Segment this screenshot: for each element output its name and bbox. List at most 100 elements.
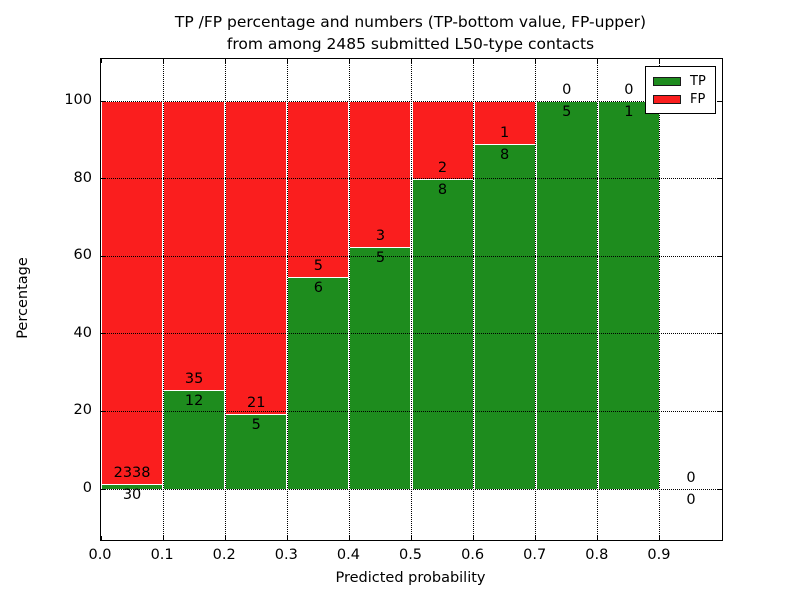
fp-count-label: 35 (184, 370, 204, 387)
v-gridline (286, 59, 288, 540)
v-gridline (473, 59, 475, 540)
tp-count-label: 6 (313, 280, 323, 297)
v-gridline (597, 59, 599, 540)
y-tick-mark (101, 178, 105, 180)
y-tick-mark (101, 410, 105, 412)
x-tick-mark (100, 536, 102, 540)
legend-swatch-tp (653, 76, 681, 86)
x-tick-mark (597, 536, 599, 540)
tp-bar-segment (101, 484, 164, 489)
fp-bar-segment (473, 101, 536, 145)
fp-bar-segment (101, 101, 164, 485)
fp-bar-segment (287, 101, 350, 278)
chart-title-line1: TP /FP percentage and numbers (TP-bottom… (174, 13, 647, 31)
tp-bar-segment (597, 101, 660, 489)
x-tick-mark (411, 536, 412, 540)
fp-count-label: 0 (624, 82, 634, 98)
fp-count-label: 0 (686, 470, 696, 486)
y-tick-mark-right (718, 255, 722, 257)
y-tick-mark (101, 100, 105, 102)
plot-area: 2338 30 35 12 21 5 5 6 3 5 2 8 1 8 0 5 0 1 0 0 TP FP (100, 58, 723, 541)
y-tick-label: 60 (73, 247, 92, 264)
tp-count-label: 5 (251, 417, 261, 434)
x-tick-mark-top (411, 59, 412, 63)
tp-bar-segment (163, 389, 226, 489)
tp-bar-segment (287, 277, 350, 489)
tp-bar-segment (535, 101, 598, 489)
x-tick-mark (286, 536, 288, 540)
tp-count-label: 8 (500, 147, 510, 164)
v-gridline (224, 59, 226, 540)
x-tick-mark (162, 536, 164, 540)
y-tick-mark (101, 333, 105, 335)
x-tick-label: 0.7 (523, 547, 547, 563)
y-tick-mark-right (718, 488, 722, 490)
x-tick-mark-top (348, 59, 350, 63)
x-tick-label: 0.2 (212, 547, 236, 563)
x-tick-label: 0.0 (88, 547, 112, 563)
fp-bar-segment (225, 101, 288, 415)
legend: TP FP (645, 66, 716, 114)
x-tick-mark (535, 536, 537, 540)
y-tick-mark-right (718, 100, 722, 102)
x-tick-label: 0.4 (336, 547, 360, 563)
x-tick-mark-top (473, 59, 475, 63)
tp-count-label: 30 (122, 487, 142, 504)
tp-bar-segment (473, 144, 536, 489)
y-tick-mark-right (718, 178, 722, 180)
y-tick-mark (101, 488, 105, 490)
legend-label-tp: TP (690, 73, 706, 89)
x-tick-mark-top (659, 59, 661, 63)
v-gridline (162, 59, 164, 540)
fp-count-label: 21 (247, 395, 266, 412)
x-tick-mark (348, 536, 350, 540)
x-tick-mark-top (100, 59, 102, 63)
tp-count-label: 0 (686, 492, 696, 508)
chart-title: TP /FP percentage and numbers (TP-bottom… (100, 11, 721, 55)
chart-title-line2: from among 2485 submitted L50-type conta… (226, 35, 595, 53)
tp-count-label: 5 (375, 249, 386, 266)
y-tick-mark (101, 255, 105, 257)
fp-count-label: 3 (375, 227, 386, 244)
fp-bar-segment (163, 101, 226, 390)
legend-entry-fp: FP (653, 90, 706, 108)
y-tick-label: 20 (73, 402, 92, 419)
x-tick-label: 0.3 (274, 547, 298, 563)
x-tick-mark-top (597, 59, 599, 63)
y-tick-label: 80 (73, 169, 92, 186)
v-gridline (659, 59, 661, 540)
x-tick-label: 0.6 (461, 547, 485, 563)
legend-label-fp: FP (690, 91, 706, 107)
x-tick-label: 0.9 (647, 547, 671, 563)
x-tick-mark (224, 536, 226, 540)
tp-count-label: 8 (437, 181, 448, 198)
fp-bar-segment (349, 101, 412, 247)
x-axis-label: Predicted probability (335, 570, 486, 586)
legend-swatch-fp (653, 94, 681, 104)
x-tick-mark-top (535, 59, 537, 63)
tp-count-label: 12 (184, 392, 204, 409)
y-tick-label: 40 (73, 324, 92, 341)
tp-count-label: 1 (624, 104, 634, 120)
x-tick-mark (659, 536, 661, 540)
fp-count-label: 1 (500, 125, 510, 142)
fp-count-label: 0 (562, 82, 572, 98)
x-tick-mark (473, 536, 475, 540)
x-tick-label: 0.5 (398, 547, 423, 563)
x-tick-label: 0.1 (150, 547, 174, 563)
v-gridline (535, 59, 537, 540)
y-tick-label: 100 (64, 92, 92, 108)
x-tick-label: 0.8 (585, 547, 609, 563)
tp-bar-segment (225, 414, 288, 489)
x-tick-mark-top (286, 59, 288, 63)
y-tick-mark-right (718, 333, 722, 335)
v-gridline (348, 59, 350, 540)
fp-count-label: 5 (313, 258, 323, 275)
fp-count-label: 2 (437, 159, 448, 176)
x-tick-mark-top (224, 59, 226, 63)
y-tick-label: 0 (82, 480, 92, 496)
v-gridline (411, 59, 412, 540)
y-axis-label: Percentage (15, 257, 31, 339)
legend-entry-tp: TP (653, 72, 706, 90)
